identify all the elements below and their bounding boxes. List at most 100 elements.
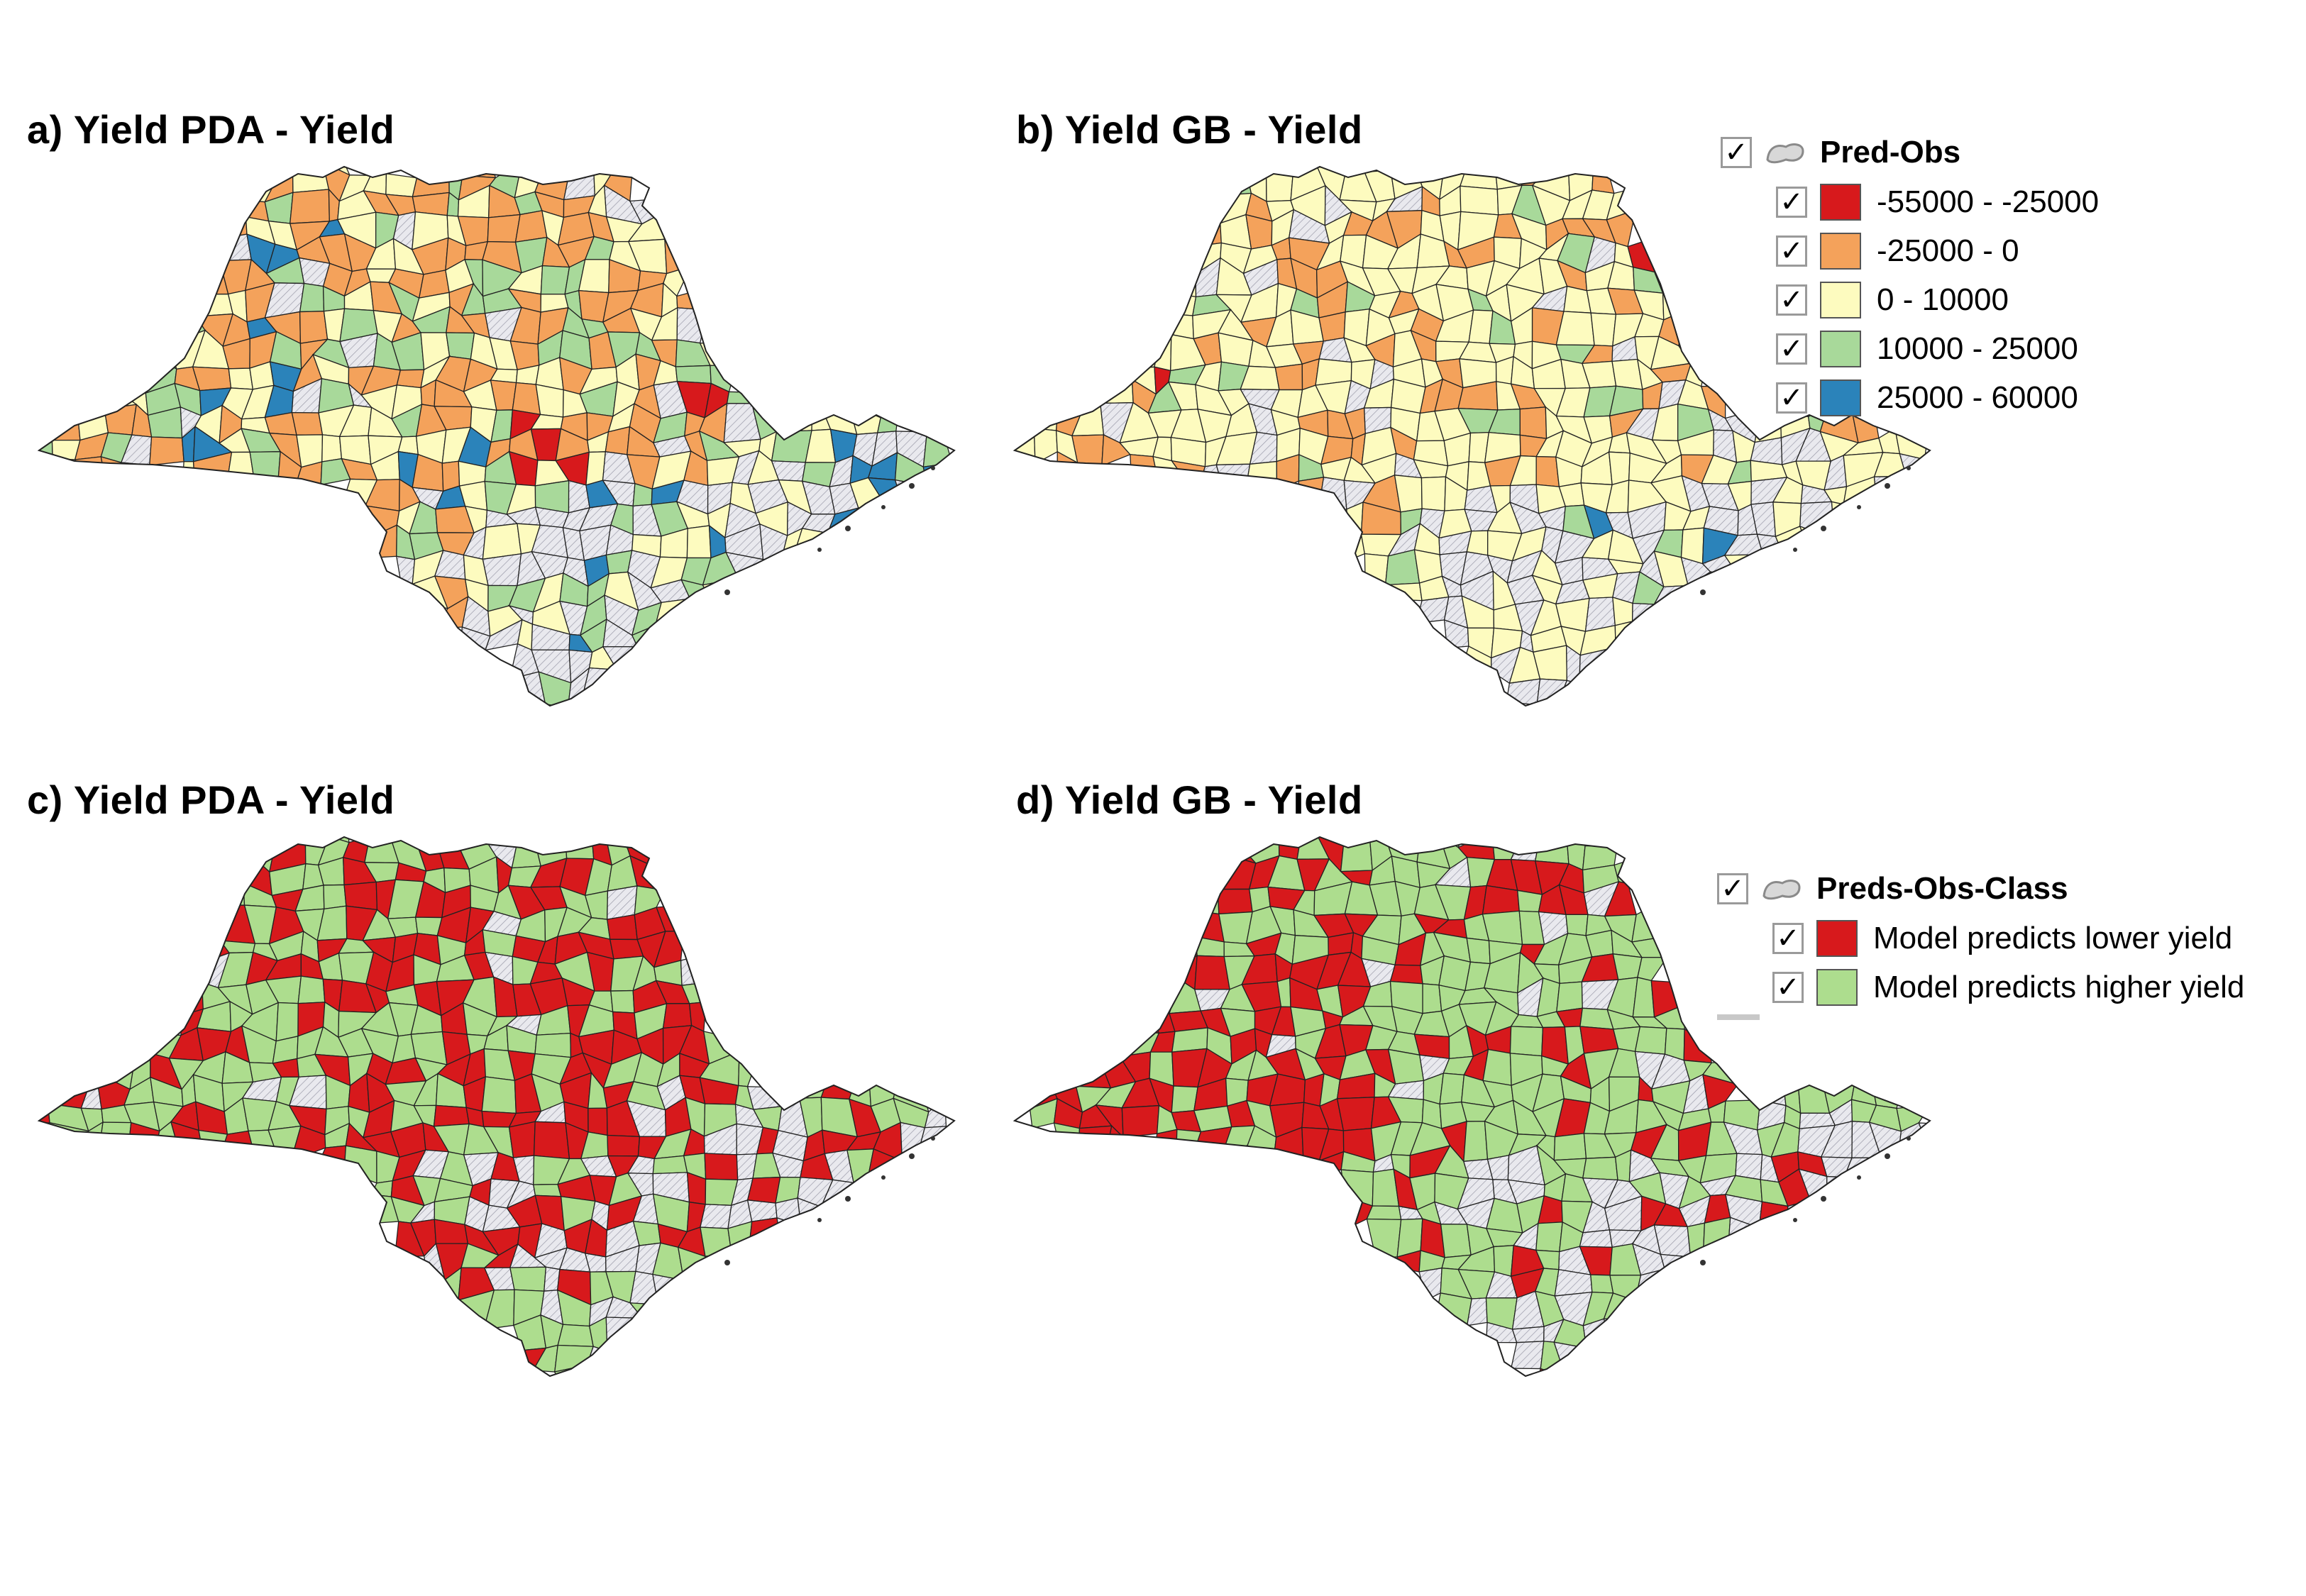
municipality-polygon — [1434, 1292, 1472, 1326]
municipality-polygon — [1727, 1217, 1760, 1258]
municipality-polygon — [343, 1145, 377, 1184]
legend-item-label: Model predicts lower yield — [1873, 920, 2233, 955]
municipality-polygon — [1653, 1224, 1692, 1258]
legend-layer-header: ✓ Pred-Obs — [1721, 128, 2099, 177]
municipality-polygon — [1078, 1125, 1113, 1161]
panel-title-d: d) Yield GB - Yield — [1016, 777, 1363, 822]
island-marker — [1907, 466, 1911, 470]
municipality-polygon — [676, 307, 709, 344]
island-marker — [909, 1153, 915, 1159]
island-marker — [1857, 505, 1861, 509]
municipality-polygon — [51, 404, 81, 441]
legend-item-checkbox[interactable]: ✓ — [1776, 382, 1807, 414]
municipality-polygon — [1579, 1229, 1613, 1248]
island-marker — [724, 1260, 730, 1265]
municipality-polygon — [1608, 451, 1631, 486]
municipality-polygon — [1555, 837, 1586, 847]
island-marker — [1857, 1175, 1861, 1180]
municipality-polygon — [1459, 167, 1498, 190]
island-marker — [931, 466, 935, 470]
municipality-polygon — [297, 975, 326, 1004]
legend-item-checkbox[interactable]: ✓ — [1776, 284, 1807, 316]
municipality-polygon — [1366, 1205, 1402, 1221]
island-marker — [931, 1136, 935, 1141]
municipality-polygon — [1582, 1156, 1618, 1181]
layer-checkbox[interactable]: ✓ — [1717, 873, 1748, 904]
municipality-polygon — [1219, 837, 1257, 865]
municipality-polygon — [385, 173, 418, 198]
municipality-polygon — [74, 456, 106, 483]
island-marker — [1885, 483, 1890, 489]
municipality-polygon — [511, 837, 542, 869]
municipality-polygon — [1565, 914, 1589, 936]
municipality-polygon — [1703, 1246, 1729, 1275]
municipality-polygon — [1274, 363, 1303, 391]
municipality-polygon — [1420, 476, 1447, 511]
municipality-polygon — [680, 952, 711, 986]
state-outline — [1013, 836, 1931, 1378]
municipality-polygon — [149, 436, 184, 466]
municipalities — [39, 837, 954, 1376]
municipality-polygon — [396, 369, 425, 389]
municipality-polygon — [1121, 1104, 1160, 1138]
legend-item: ✓ -55000 - -25000 — [1776, 177, 2099, 226]
municipality-polygon — [1015, 427, 1036, 465]
municipality-polygon — [1613, 855, 1643, 885]
legend-item-checkbox[interactable]: ✓ — [1772, 971, 1804, 1003]
municipality-polygon — [226, 451, 255, 487]
municipality-polygon — [1662, 292, 1685, 321]
municipality-polygon — [193, 293, 233, 317]
municipality-polygon — [487, 214, 521, 243]
municipality-polygon — [1799, 525, 1836, 555]
island-marker — [845, 526, 851, 531]
municipality-polygon — [1556, 981, 1583, 1012]
legend-color-swatch — [1820, 379, 1861, 416]
municipality-polygon — [508, 1121, 536, 1158]
island-marker — [845, 1196, 851, 1202]
legend-item: ✓ 0 - 10000 — [1776, 275, 2099, 324]
municipality-polygon — [1631, 904, 1665, 943]
municipality-polygon — [758, 558, 782, 575]
municipality-polygon — [1176, 1129, 1202, 1157]
island-marker — [1793, 1218, 1797, 1222]
island-marker — [1793, 548, 1797, 552]
municipality-polygon — [1918, 1122, 1930, 1153]
polygon-layer-icon — [1762, 880, 1801, 900]
layer-checkbox[interactable]: ✓ — [1721, 137, 1752, 168]
municipality-polygon — [1296, 477, 1325, 516]
municipality-polygon — [152, 341, 177, 370]
municipality-polygon — [540, 265, 570, 295]
municipality-polygon — [1493, 1245, 1514, 1278]
municipality-polygon — [557, 1324, 594, 1347]
municipality-polygon — [323, 837, 350, 843]
legend-item-checkbox[interactable]: ✓ — [1776, 186, 1807, 218]
municipality-map-d — [1013, 836, 1931, 1378]
municipality-polygon — [482, 553, 522, 587]
municipality-polygon — [1340, 533, 1366, 565]
municipality-polygon — [1364, 553, 1389, 587]
municipalities — [39, 167, 954, 706]
legend-item-checkbox[interactable]: ✓ — [1772, 922, 1804, 954]
municipality-polygon — [299, 311, 329, 344]
municipality-polygon — [607, 885, 638, 920]
legend-item: ✓ Model predicts lower yield — [1772, 914, 2244, 963]
municipality-polygon — [1519, 406, 1548, 439]
municipality-polygon — [1025, 402, 1059, 431]
municipality-polygon — [1482, 910, 1523, 946]
municipality-polygon — [534, 1032, 572, 1058]
legend-item-checkbox[interactable]: ✓ — [1776, 333, 1807, 365]
municipality-polygon — [228, 367, 254, 390]
legend-item-checkbox[interactable]: ✓ — [1776, 235, 1807, 267]
municipality-polygon — [514, 210, 548, 243]
municipality-polygon — [1384, 549, 1420, 586]
municipality-polygon — [1509, 1026, 1544, 1057]
municipality-polygon — [218, 882, 246, 906]
legend-item: ✓ 25000 - 60000 — [1776, 373, 2099, 422]
island-marker — [1885, 1153, 1890, 1159]
island-marker — [1907, 1136, 1911, 1141]
municipality-polygon — [299, 282, 325, 313]
municipality-polygon — [1468, 309, 1494, 344]
legend-item: ✓ 10000 - 25000 — [1776, 324, 2099, 373]
legend-item-label: 0 - 10000 — [1877, 282, 2009, 317]
municipality-polygon — [1219, 167, 1252, 196]
